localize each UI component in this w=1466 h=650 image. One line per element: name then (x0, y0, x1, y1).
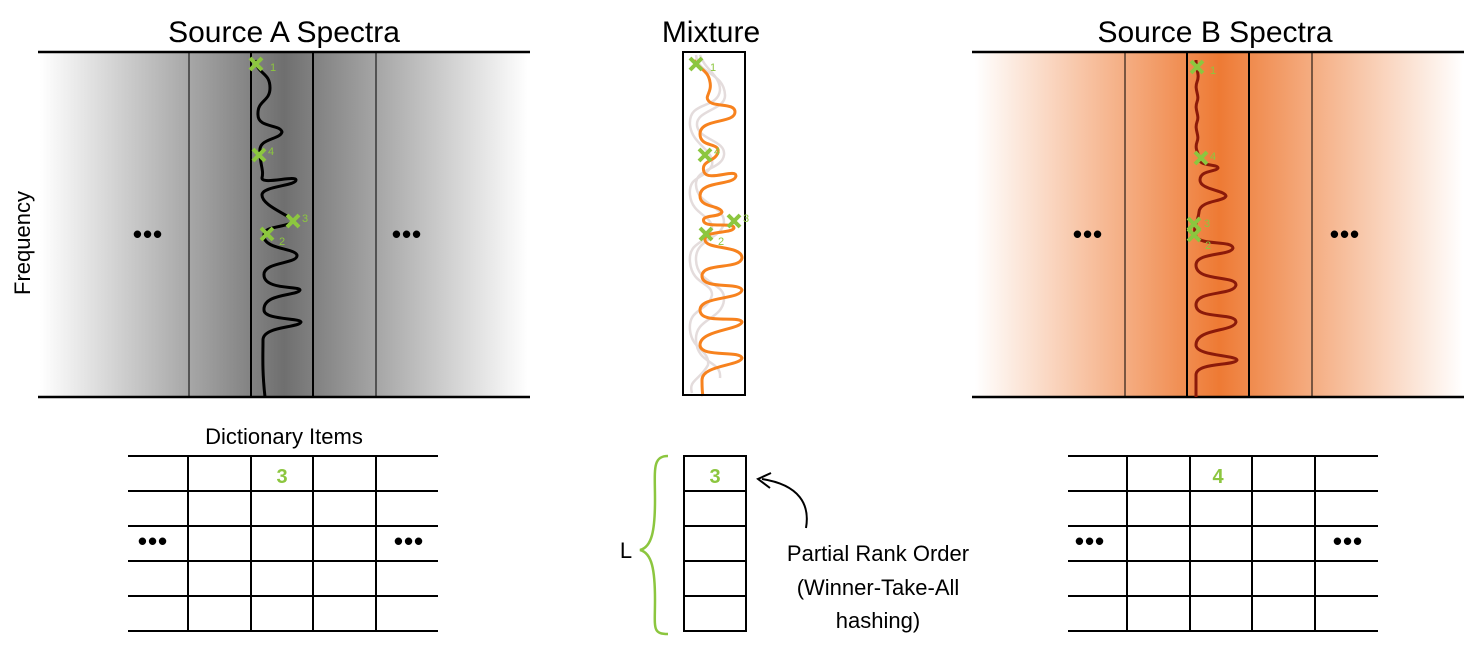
source-b-selected-frame (1186, 51, 1250, 398)
source-a-left-ellipsis: ••• (133, 219, 163, 249)
table-grid (128, 455, 438, 632)
frequency-label: Frequency (10, 191, 35, 295)
dictionary-items-label: Dictionary Items (205, 424, 363, 449)
hash-column-grid (683, 455, 747, 632)
source-b-right-ellipsis: ••• (1330, 219, 1360, 249)
source-b-gradient (975, 52, 1463, 397)
source-a-peak-marker: 1 (248, 56, 276, 74)
mixture-frame (682, 51, 746, 396)
rank-order-label: hashing) (836, 608, 920, 633)
source-b-peak-marker: 3 (1186, 216, 1210, 232)
rank-order-label: (Winner-Take-All (797, 575, 960, 600)
marker-number: 4 (1210, 151, 1216, 163)
marker-x-icon (1189, 59, 1205, 75)
table-left-ellipsis: ••• (1075, 526, 1105, 556)
marker-x-icon (688, 56, 704, 72)
source-b-table: 4 ••• ••• (1068, 455, 1378, 632)
source-a-selected-frame (250, 51, 314, 398)
marker-x-icon (726, 213, 742, 229)
source-b-peak-marker: 2 (1186, 227, 1211, 252)
source-b-spectrum (1193, 59, 1239, 397)
arrow-icon (761, 478, 808, 529)
marker-x-icon (1193, 150, 1209, 166)
marker-x-icon (285, 213, 301, 229)
mixture-source-a-ghost (688, 54, 722, 394)
table-left-ellipsis: ••• (138, 526, 168, 556)
marker-x-icon (697, 147, 713, 163)
table-right-ellipsis: ••• (1333, 526, 1363, 556)
marker-number: 1 (710, 62, 716, 74)
table-grid (1068, 455, 1378, 632)
source-a-table: 3 ••• ••• (128, 455, 438, 632)
marker-number: 3 (302, 213, 308, 225)
mixture-hash-column: 3 L Partial Rank Order (Winner-Take-All … (620, 454, 969, 636)
source-a-panel: ••• ••• 1 4 3 2 (38, 50, 530, 399)
source-a-title: Source A Spectra (168, 16, 400, 49)
curly-brace-icon (639, 454, 669, 636)
marker-number: 2 (1205, 240, 1211, 252)
table-cell-value: 3 (276, 466, 287, 488)
marker-x-icon (1186, 227, 1202, 243)
marker-number: 3 (743, 213, 749, 225)
source-a-peak-marker: 3 (285, 213, 308, 229)
mixture-peak-marker: 4 (697, 146, 720, 163)
marker-x-icon (248, 56, 264, 72)
marker-x-icon (259, 226, 275, 242)
marker-number: 4 (268, 146, 274, 158)
mixture-peak-marker: 2 (698, 226, 724, 248)
arrowhead-icon (756, 472, 772, 489)
marker-x-icon (1186, 216, 1202, 232)
marker-number: 3 (1204, 218, 1210, 230)
marker-number: 1 (270, 62, 276, 74)
marker-x-icon (251, 147, 267, 163)
source-b-peak-marker: 1 (1189, 59, 1216, 77)
source-b-panel: ••• ••• 1 4 3 2 (972, 50, 1464, 399)
marker-x-icon (698, 226, 714, 242)
brace-length-label: L (620, 538, 632, 563)
source-a-peak-marker: 4 (251, 146, 274, 163)
marker-number: 1 (1210, 65, 1216, 77)
mixture-spectrum (692, 59, 744, 397)
source-b-left-ellipsis: ••• (1073, 219, 1103, 249)
table-cell-value: 4 (1212, 466, 1224, 488)
mixture-title: Mixture (662, 16, 760, 49)
source-a-right-ellipsis: ••• (392, 219, 422, 249)
mixture-peak-marker: 1 (688, 56, 716, 74)
mixture-panel: 1 4 3 2 (682, 51, 749, 397)
mixture-peak-marker: 3 (726, 213, 749, 229)
source-b-peak-marker: 4 (1193, 150, 1216, 166)
marker-number: 2 (718, 236, 724, 248)
hash-cell-value: 3 (709, 466, 720, 488)
marker-number: 2 (279, 236, 285, 248)
source-a-peak-marker: 2 (259, 226, 285, 248)
marker-number: 4 (714, 146, 720, 158)
rank-order-label: Partial Rank Order (787, 541, 969, 566)
source-b-title: Source B Spectra (1097, 16, 1332, 49)
table-right-ellipsis: ••• (394, 526, 424, 556)
